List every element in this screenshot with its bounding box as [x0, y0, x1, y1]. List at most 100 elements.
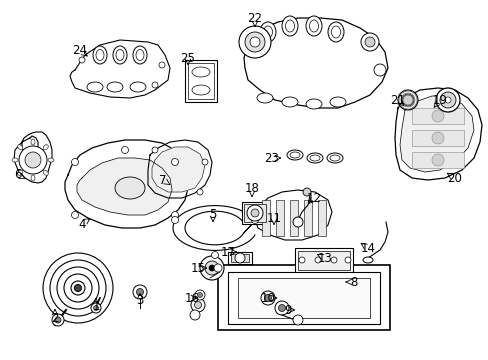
Circle shape	[303, 188, 310, 196]
Circle shape	[261, 291, 274, 305]
Circle shape	[239, 26, 270, 58]
Ellipse shape	[113, 46, 127, 64]
Text: 13: 13	[317, 252, 332, 265]
Circle shape	[249, 37, 260, 47]
Text: 23: 23	[264, 152, 279, 165]
Text: 18: 18	[244, 181, 259, 194]
Circle shape	[278, 305, 285, 311]
Circle shape	[373, 64, 385, 76]
Bar	[238, 278, 369, 318]
Circle shape	[121, 147, 128, 153]
Ellipse shape	[116, 49, 124, 60]
Bar	[411, 130, 463, 146]
Bar	[289, 200, 297, 236]
Ellipse shape	[329, 97, 346, 107]
Text: 25: 25	[180, 51, 195, 64]
Text: 22: 22	[247, 12, 262, 24]
Ellipse shape	[305, 16, 321, 36]
Circle shape	[345, 257, 350, 263]
Circle shape	[264, 294, 271, 302]
Circle shape	[246, 205, 263, 221]
Circle shape	[191, 298, 204, 312]
Circle shape	[91, 303, 101, 313]
Ellipse shape	[257, 93, 272, 103]
Text: 11: 11	[266, 211, 281, 225]
Ellipse shape	[327, 22, 343, 42]
Bar	[275, 200, 284, 236]
Text: 2: 2	[51, 311, 59, 324]
Text: 21: 21	[390, 94, 405, 107]
Circle shape	[364, 37, 374, 47]
Circle shape	[244, 32, 264, 52]
Circle shape	[71, 158, 79, 166]
Text: 12: 12	[306, 192, 321, 204]
Text: 16: 16	[184, 292, 199, 305]
Circle shape	[211, 252, 218, 258]
Circle shape	[431, 110, 443, 122]
Ellipse shape	[18, 170, 23, 175]
Bar	[297, 251, 349, 270]
Circle shape	[274, 301, 288, 315]
Text: 10: 10	[260, 292, 275, 305]
Bar	[218, 265, 389, 330]
Circle shape	[171, 211, 178, 219]
Circle shape	[200, 256, 224, 280]
Text: 19: 19	[431, 94, 447, 107]
Polygon shape	[394, 88, 481, 180]
Circle shape	[204, 261, 219, 275]
Circle shape	[71, 211, 79, 219]
Circle shape	[133, 285, 147, 299]
Ellipse shape	[192, 85, 209, 95]
Ellipse shape	[282, 97, 297, 107]
Polygon shape	[173, 206, 254, 251]
Ellipse shape	[309, 155, 319, 161]
Bar	[294, 248, 352, 273]
Circle shape	[152, 82, 158, 88]
Bar	[230, 254, 248, 262]
Circle shape	[292, 217, 303, 227]
Ellipse shape	[31, 175, 35, 181]
Circle shape	[152, 147, 158, 153]
Circle shape	[202, 159, 207, 165]
Polygon shape	[152, 147, 204, 192]
Circle shape	[292, 315, 303, 325]
Circle shape	[197, 189, 203, 195]
Ellipse shape	[329, 155, 339, 161]
Text: 15: 15	[190, 261, 205, 274]
Ellipse shape	[43, 170, 48, 175]
Ellipse shape	[362, 257, 372, 263]
Ellipse shape	[48, 158, 54, 162]
Circle shape	[159, 62, 164, 68]
Ellipse shape	[326, 153, 342, 163]
Polygon shape	[244, 18, 387, 108]
Polygon shape	[148, 140, 212, 198]
Text: 8: 8	[349, 275, 357, 288]
Ellipse shape	[309, 20, 318, 32]
Bar	[187, 63, 214, 99]
Ellipse shape	[18, 145, 23, 150]
Circle shape	[64, 274, 92, 302]
Ellipse shape	[285, 20, 294, 32]
Circle shape	[431, 132, 443, 144]
Text: 4: 4	[78, 217, 85, 230]
Ellipse shape	[305, 99, 321, 109]
Circle shape	[397, 90, 417, 110]
Circle shape	[79, 57, 85, 63]
Bar	[227, 252, 251, 264]
Circle shape	[71, 281, 85, 295]
Circle shape	[52, 314, 64, 326]
Ellipse shape	[263, 26, 272, 38]
Text: 17: 17	[220, 246, 235, 258]
Text: 5: 5	[209, 208, 216, 221]
Text: 14: 14	[360, 242, 375, 255]
Circle shape	[360, 33, 378, 51]
Circle shape	[171, 158, 178, 166]
Circle shape	[194, 302, 201, 309]
Bar	[262, 200, 269, 236]
Text: 20: 20	[447, 171, 462, 184]
Ellipse shape	[133, 46, 147, 64]
Text: 1: 1	[92, 301, 100, 314]
Polygon shape	[70, 40, 170, 98]
Ellipse shape	[289, 152, 299, 158]
Circle shape	[431, 154, 443, 166]
